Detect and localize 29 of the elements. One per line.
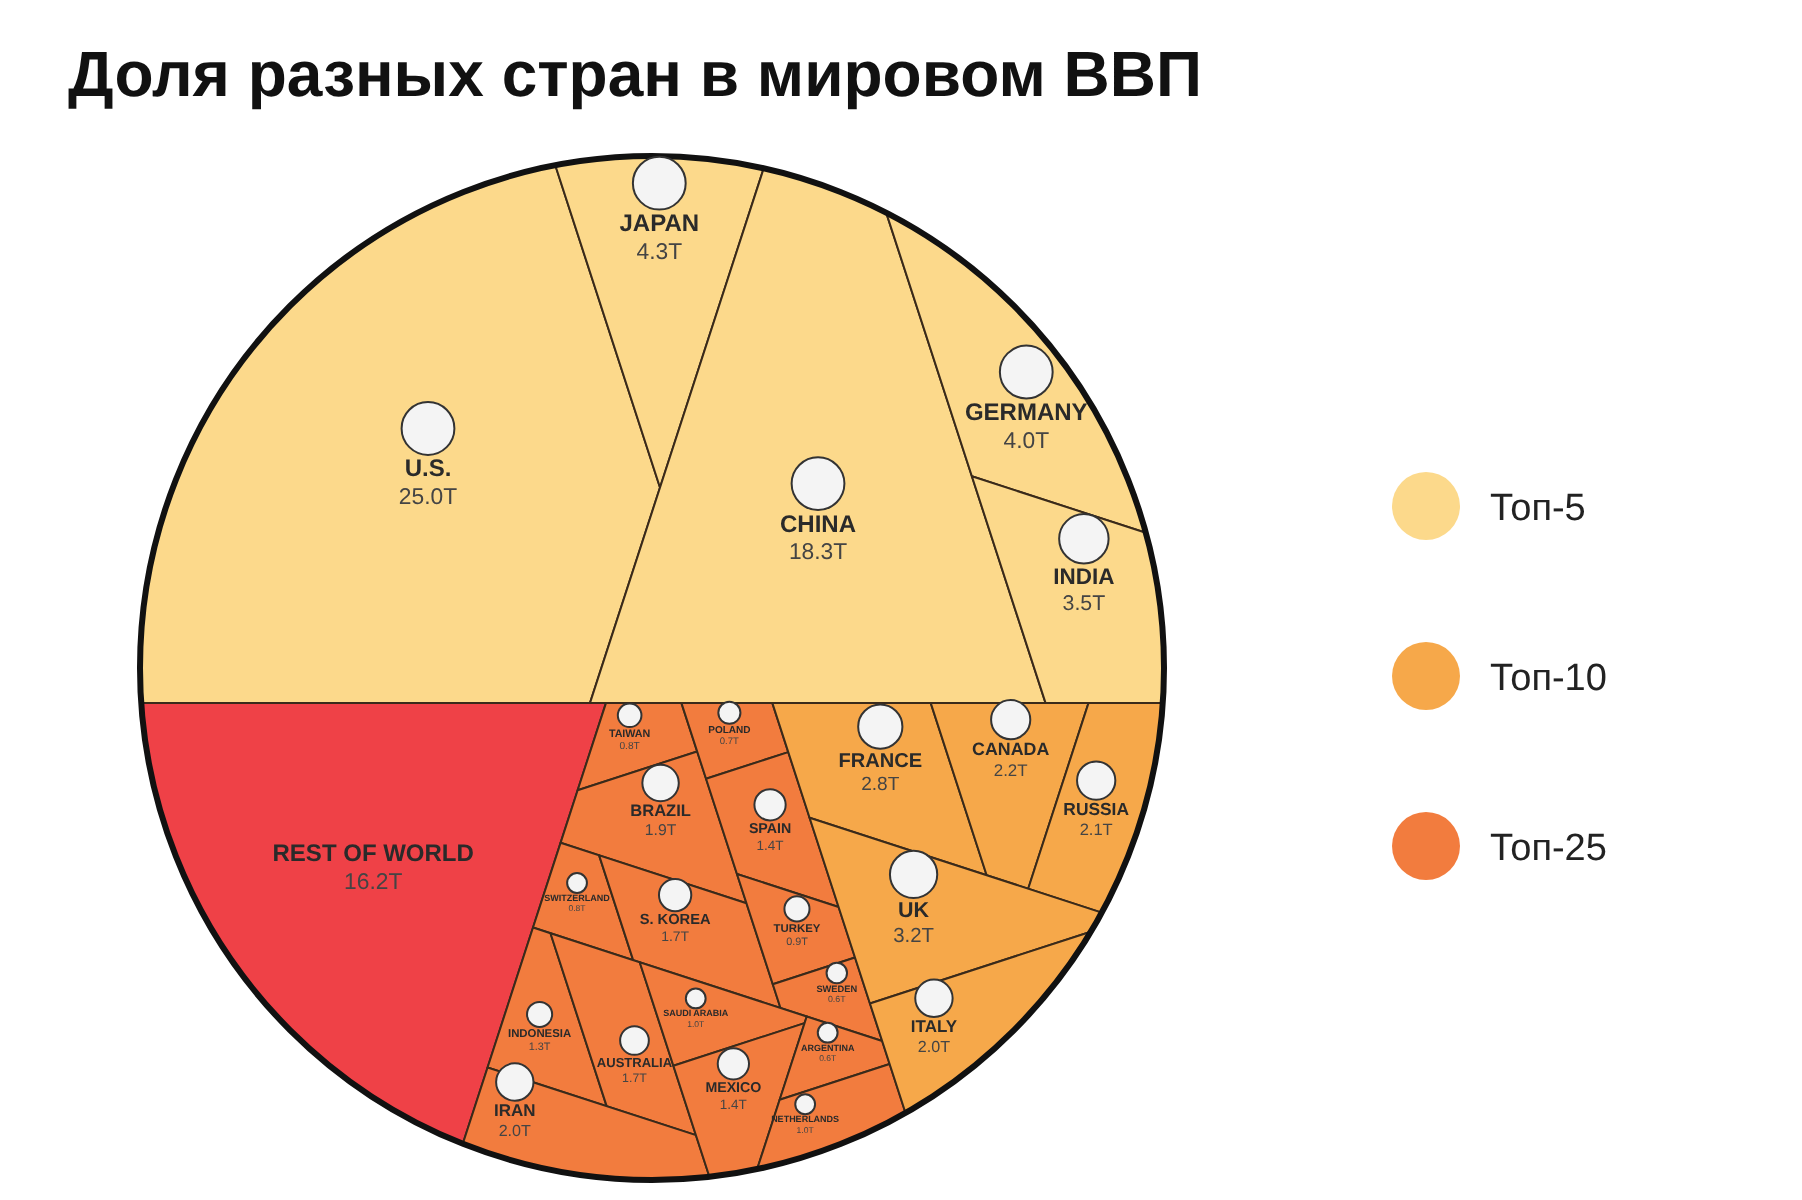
legend-label: Топ-10 bbox=[1490, 658, 1607, 700]
category-label: UK bbox=[898, 899, 930, 924]
data-label: 2.0T bbox=[917, 1037, 951, 1056]
category-label: GERMANY bbox=[964, 398, 1088, 427]
category-label: CHINA bbox=[780, 509, 857, 538]
data-label: 25.0T bbox=[398, 486, 458, 511]
category-label: ITALY bbox=[910, 1016, 958, 1037]
category-label: IRAN bbox=[494, 1100, 536, 1121]
category-label: FRANCE bbox=[838, 750, 923, 773]
data-label: 3.2T bbox=[893, 926, 934, 949]
text: Доля разных стран в мировом ВВП bbox=[68, 38, 1202, 110]
data-label: 3.5T bbox=[1062, 591, 1107, 616]
data-label: 4.3T bbox=[636, 240, 683, 265]
data-label: 2.2T bbox=[993, 759, 1028, 780]
data-label: 2.0T bbox=[498, 1121, 532, 1140]
category-label: U.S. bbox=[404, 454, 452, 483]
legend-label: Топ-25 bbox=[1490, 828, 1607, 870]
category-label: CANADA bbox=[972, 739, 1051, 760]
data-label: 16.2T bbox=[344, 870, 403, 895]
category-label: INDIA bbox=[1053, 565, 1115, 590]
legend-label: Топ-5 bbox=[1490, 488, 1586, 530]
data-label: 2.1T bbox=[1079, 821, 1113, 840]
data-label: 2.8T bbox=[861, 774, 900, 797]
data-label: 4.0T bbox=[1003, 429, 1050, 454]
category-label: RUSSIA bbox=[1063, 799, 1131, 820]
data-label: 18.3T bbox=[788, 541, 848, 566]
category-label: JAPAN bbox=[619, 209, 700, 238]
category-label: BRAZIL bbox=[630, 802, 691, 821]
category-label: REST OF WORLD bbox=[272, 839, 475, 868]
